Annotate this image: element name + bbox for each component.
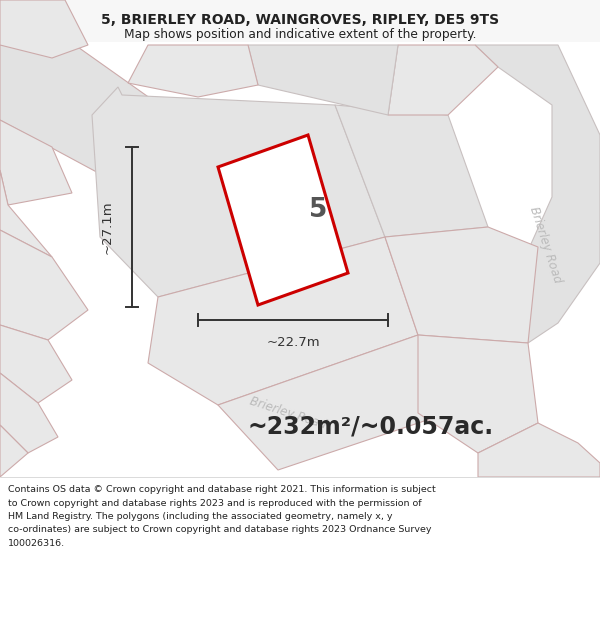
Polygon shape <box>218 135 348 305</box>
Polygon shape <box>0 373 58 453</box>
Polygon shape <box>0 425 28 477</box>
Polygon shape <box>0 170 52 257</box>
Text: to Crown copyright and database rights 2023 and is reproduced with the permissio: to Crown copyright and database rights 2… <box>8 499 422 508</box>
Text: Map shows position and indicative extent of the property.: Map shows position and indicative extent… <box>124 28 476 41</box>
Bar <box>0 42 600 477</box>
Text: Contains OS data © Crown copyright and database right 2021. This information is : Contains OS data © Crown copyright and d… <box>8 485 436 494</box>
Text: ~232m²/~0.057ac.: ~232m²/~0.057ac. <box>248 415 494 439</box>
Polygon shape <box>388 45 498 115</box>
Polygon shape <box>335 105 488 237</box>
Polygon shape <box>475 45 600 343</box>
Polygon shape <box>92 87 385 297</box>
Polygon shape <box>128 45 258 97</box>
Text: ~27.1m: ~27.1m <box>101 200 114 254</box>
Polygon shape <box>418 335 538 453</box>
Polygon shape <box>0 45 195 190</box>
Polygon shape <box>0 325 72 403</box>
Polygon shape <box>0 0 88 58</box>
Text: HM Land Registry. The polygons (including the associated geometry, namely x, y: HM Land Registry. The polygons (includin… <box>8 512 392 521</box>
Text: co-ordinates) are subject to Crown copyright and database rights 2023 Ordnance S: co-ordinates) are subject to Crown copyr… <box>8 526 431 534</box>
Text: 5: 5 <box>309 197 327 223</box>
Text: 5, BRIERLEY ROAD, WAINGROVES, RIPLEY, DE5 9TS: 5, BRIERLEY ROAD, WAINGROVES, RIPLEY, DE… <box>101 13 499 27</box>
Polygon shape <box>248 45 398 115</box>
Text: 100026316.: 100026316. <box>8 539 65 548</box>
Text: ~22.7m: ~22.7m <box>266 336 320 349</box>
Polygon shape <box>385 227 538 343</box>
Polygon shape <box>148 237 418 405</box>
Bar <box>0 477 600 625</box>
Polygon shape <box>0 120 72 205</box>
Polygon shape <box>478 423 600 477</box>
Polygon shape <box>0 230 88 340</box>
Polygon shape <box>218 335 448 470</box>
Text: Brierley Road: Brierley Road <box>248 394 328 431</box>
Text: Brierley Road: Brierley Road <box>527 205 563 285</box>
